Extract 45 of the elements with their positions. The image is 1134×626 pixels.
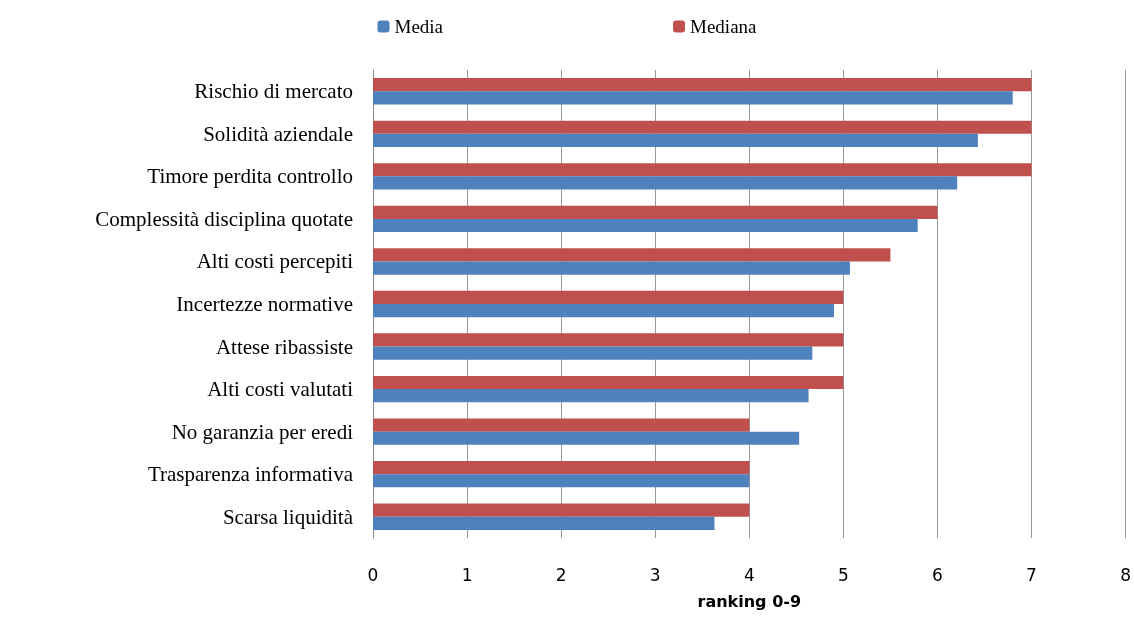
- y-tick-label: Rischio di mercato: [194, 79, 353, 104]
- bar: [373, 431, 800, 445]
- bar: [373, 248, 891, 262]
- bar: [373, 516, 715, 530]
- y-tick-label: Timore perdita controllo: [147, 164, 353, 189]
- y-tick-label: Complessità disciplina quotate: [95, 206, 353, 231]
- bar: [373, 503, 750, 517]
- y-tick-label: Solidità aziendale: [203, 121, 353, 146]
- bar: [373, 375, 844, 390]
- x-tick-label: 6: [932, 564, 943, 585]
- x-tick-label: 7: [1026, 564, 1037, 585]
- x-tick-label: 8: [1120, 564, 1132, 585]
- legend-label: Mediana: [690, 16, 758, 37]
- x-tick-label: 1: [461, 564, 473, 585]
- x-axis-title: ranking 0-9: [697, 591, 802, 611]
- bar: [373, 290, 844, 304]
- x-tick-label: 0: [367, 564, 379, 585]
- bar: [373, 460, 750, 475]
- bar: [373, 389, 809, 403]
- bar: [373, 261, 850, 275]
- x-tick-label: 2: [555, 564, 567, 585]
- x-tick-label: 3: [649, 564, 661, 585]
- bar: [373, 218, 918, 233]
- bar: [373, 418, 750, 432]
- y-tick-label: Scarsa liquidità: [222, 504, 354, 529]
- bar: [373, 176, 958, 190]
- bar: [373, 120, 1032, 134]
- x-tick-label: 4: [743, 564, 755, 585]
- legend-label: Media: [394, 16, 444, 37]
- bar: [373, 78, 1032, 92]
- y-tick-label: Trasparenza informativa: [147, 462, 354, 487]
- y-tick-label: Incertezze normative: [176, 292, 353, 316]
- x-tick-label: 5: [837, 564, 849, 585]
- bar: [373, 346, 813, 360]
- y-tick-label: No garanzia per eredi: [171, 419, 354, 444]
- y-tick-label: Attese ribassiste: [215, 334, 353, 359]
- bar: [373, 163, 1032, 177]
- bar: [373, 205, 938, 219]
- bar: [373, 91, 1013, 105]
- y-tick-label: Alti costi percepiti: [196, 249, 354, 274]
- y-tick-label: Alti costi valutati: [207, 377, 354, 402]
- bar: [373, 133, 978, 148]
- bar: [373, 474, 750, 488]
- bar: [373, 333, 844, 347]
- bar: [373, 304, 834, 318]
